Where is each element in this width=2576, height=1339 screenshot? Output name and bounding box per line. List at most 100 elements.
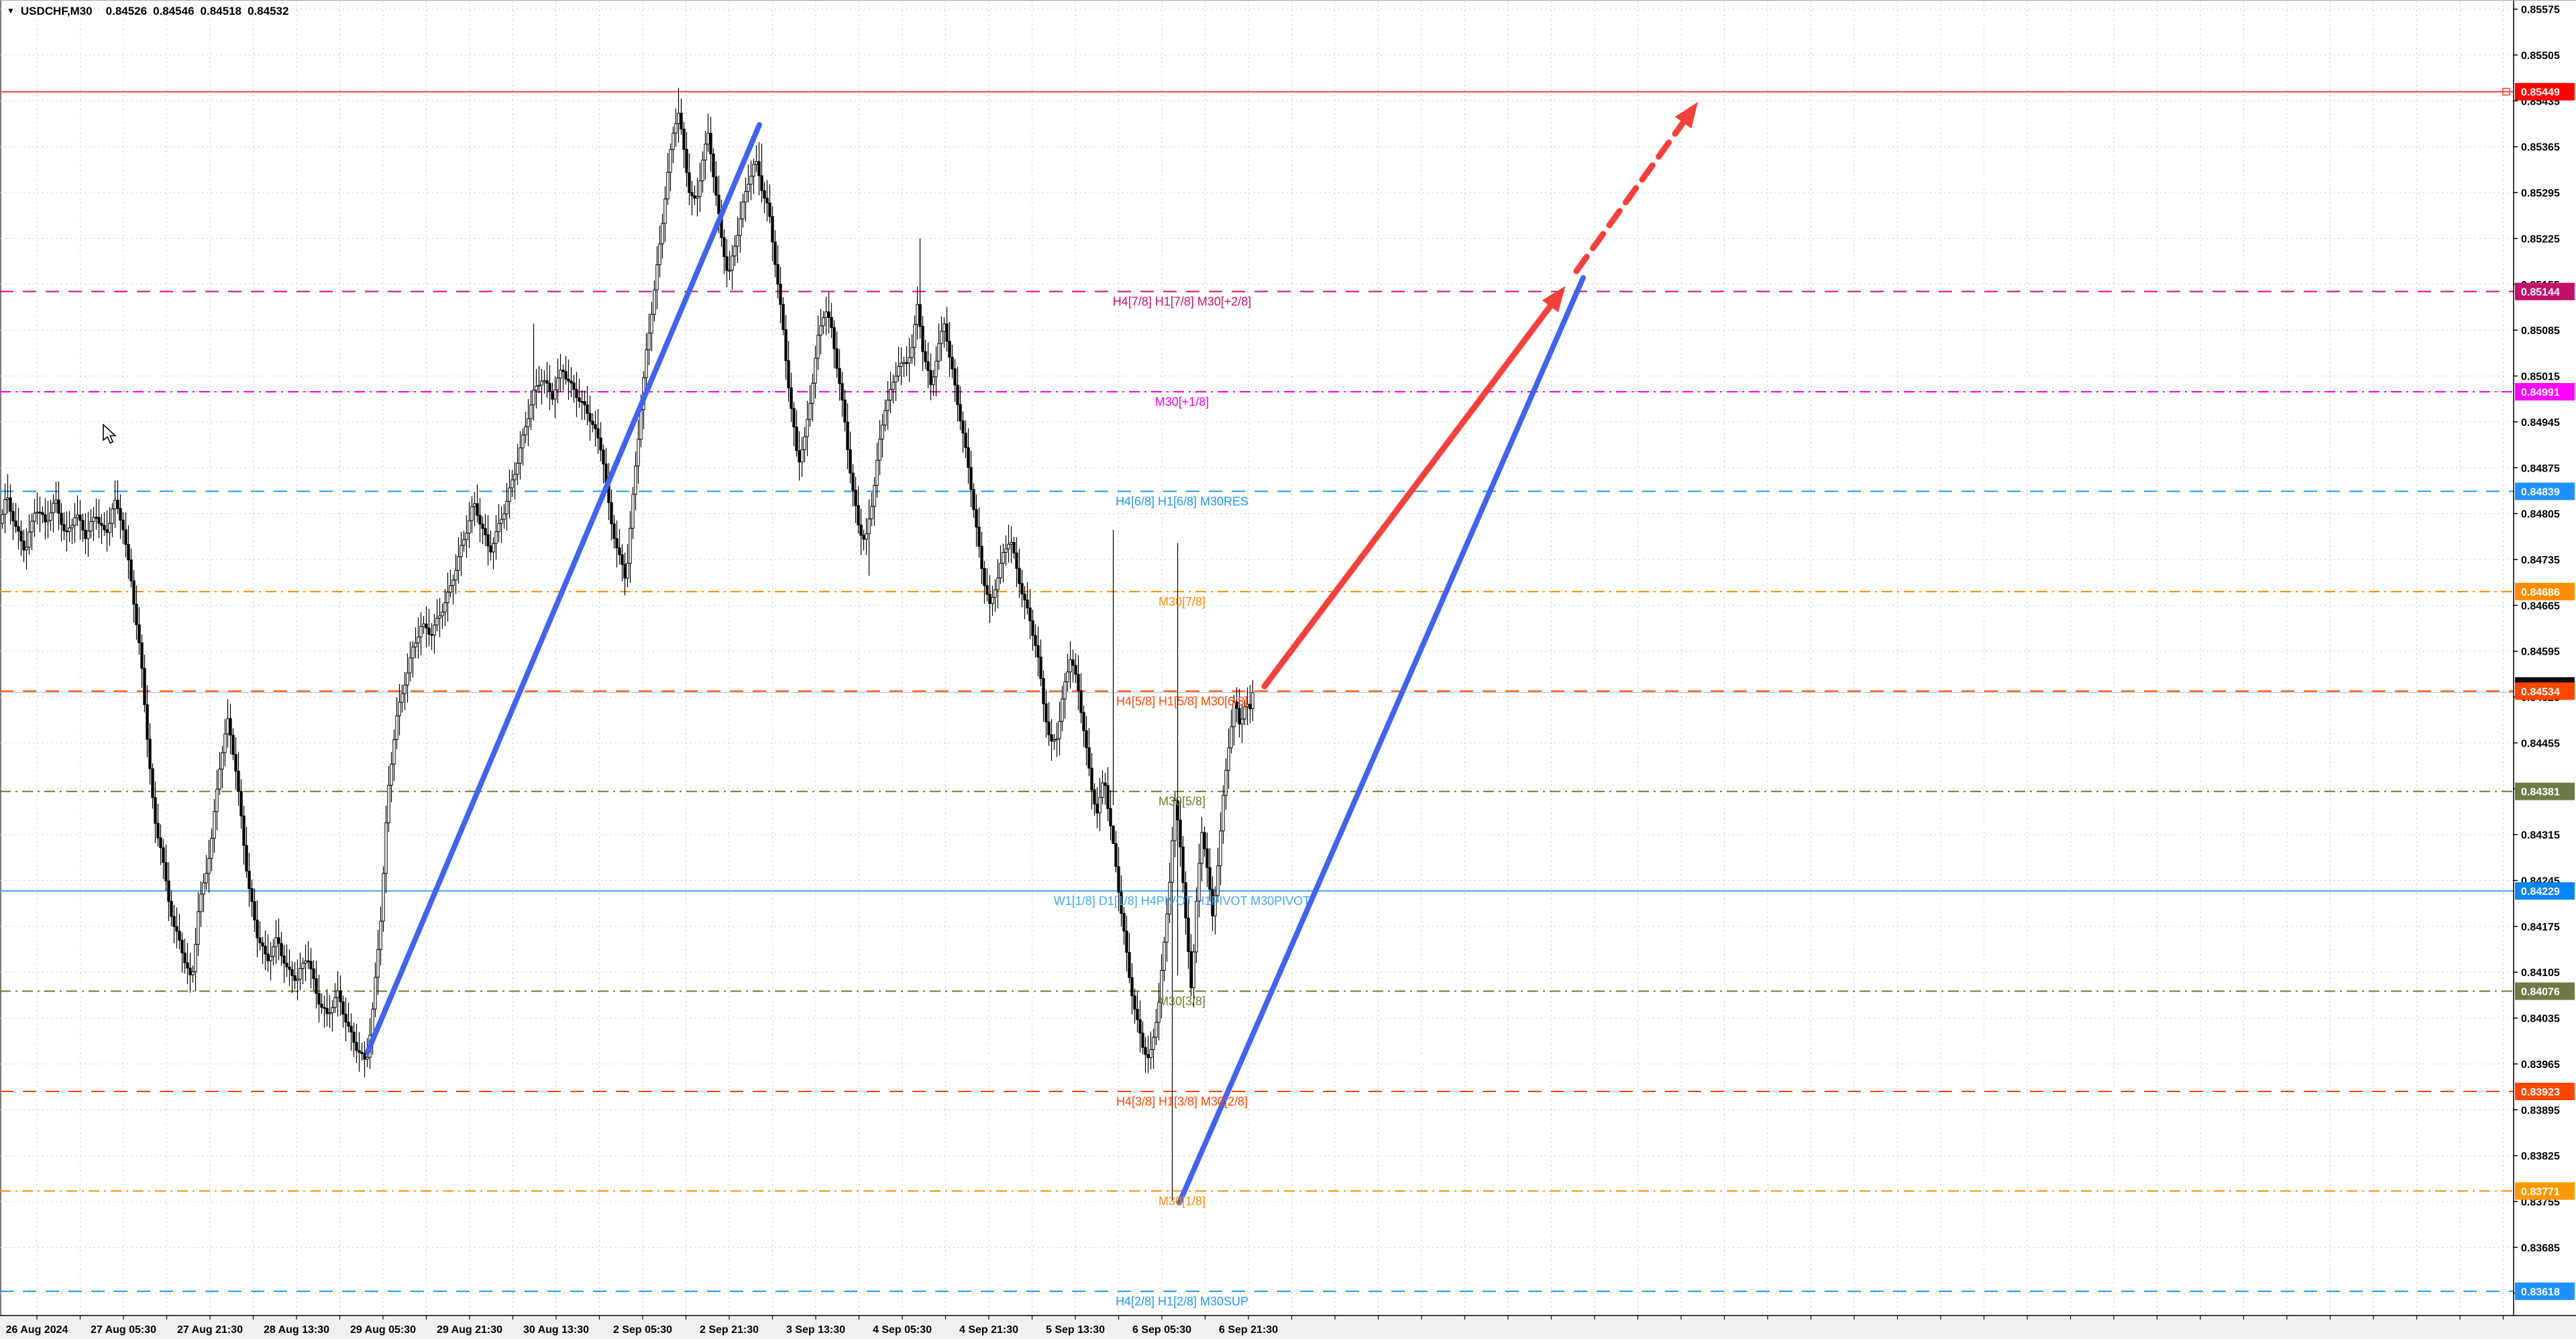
candle-body <box>867 518 871 535</box>
candle-body <box>95 517 98 519</box>
candle-body <box>1010 541 1013 545</box>
candle-body <box>103 525 106 531</box>
candle-body <box>138 624 141 643</box>
candle-body <box>500 519 503 524</box>
price-tick-label: 0.85295 <box>2521 188 2560 199</box>
candle-body <box>1179 819 1182 847</box>
candle-body <box>92 517 95 522</box>
candle-body <box>929 370 932 385</box>
candle-body <box>1114 843 1118 867</box>
level-badge <box>2515 1282 2575 1300</box>
candle-body <box>419 626 423 638</box>
murrey-level-lines[interactable] <box>0 87 2514 1292</box>
price-tick-label: 0.83965 <box>2521 1059 2560 1071</box>
candle-body <box>1184 882 1187 918</box>
candle-body <box>749 176 753 185</box>
time-axis[interactable]: 26 Aug 2024 27 Aug 05:30 27 Aug 21:30 28 Au… <box>0 1315 2576 1339</box>
candle-body <box>969 467 973 490</box>
candle-body <box>830 317 833 328</box>
candle-body <box>934 360 938 378</box>
candle-body <box>1235 701 1238 709</box>
candle-body <box>736 235 739 247</box>
candle-body <box>795 426 798 451</box>
candle-body <box>1018 568 1021 584</box>
candle-body <box>285 963 288 968</box>
projection-arrow-solid-arrowhead[interactable] <box>1542 286 1566 313</box>
candle-body <box>339 990 342 1002</box>
projection-arrow-solid[interactable] <box>1261 297 1558 690</box>
candle-body <box>744 191 747 203</box>
candle-body <box>307 960 310 963</box>
candle-body <box>1141 1032 1144 1048</box>
line-handle-icon[interactable] <box>2502 87 2510 96</box>
ohlc-low-value: 0.84518 <box>200 5 241 17</box>
candle-body <box>1130 977 1134 996</box>
bullish-trendline-2[interactable] <box>1177 275 1586 1206</box>
candle-body <box>253 901 256 920</box>
candle-body <box>532 390 535 406</box>
candle-body <box>481 523 484 529</box>
candle-body <box>502 513 506 520</box>
candle-body <box>886 399 890 411</box>
candle-body <box>347 1022 350 1027</box>
candle-body <box>449 585 452 593</box>
level-label: M30[3/8] <box>1159 995 1205 1008</box>
candle-body <box>583 401 586 406</box>
candle-body <box>470 506 474 521</box>
candle-body <box>1020 583 1024 595</box>
bullish-trendline-1[interactable] <box>365 122 762 1055</box>
candle-body <box>1034 635 1037 646</box>
candle-body <box>717 195 720 215</box>
candle-body <box>926 361 930 371</box>
candle-body <box>350 1026 353 1033</box>
candle-body <box>647 333 651 350</box>
symbol-dropdown-icon[interactable]: ▼ <box>7 6 15 15</box>
candle-body <box>207 858 211 874</box>
candle-body <box>494 531 498 544</box>
candle-body <box>427 627 431 635</box>
price-axis[interactable]: 0.855750.855050.854350.853650.852950.852… <box>2513 1 2575 1316</box>
candle-body <box>261 942 264 947</box>
candle-body <box>143 667 146 705</box>
projection-arrow-dashed-arrowhead[interactable] <box>1674 101 1699 129</box>
projection-arrow-dashed[interactable] <box>1573 113 1691 274</box>
candle-body <box>89 521 93 532</box>
candle-body <box>248 871 251 890</box>
candle-body <box>972 489 975 511</box>
price-tick-label: 0.84175 <box>2521 922 2560 933</box>
candle-body <box>1036 645 1040 658</box>
candle-body <box>25 547 28 551</box>
candle-body <box>580 400 584 403</box>
candle-body <box>674 123 678 133</box>
price-tick-label: 0.84875 <box>2521 463 2560 474</box>
candle-body <box>1176 800 1179 820</box>
candle-body <box>341 1001 345 1015</box>
candle-body <box>596 428 600 439</box>
candle-body <box>706 133 710 145</box>
candle-body <box>215 788 219 812</box>
price-tick-label: 0.84945 <box>2521 417 2560 429</box>
candle-body <box>226 718 229 735</box>
price-tick-label: 0.84315 <box>2521 830 2560 841</box>
candle-body <box>655 264 659 290</box>
candle-body <box>1219 831 1222 867</box>
candle-body <box>983 568 986 586</box>
candle-body <box>967 447 970 468</box>
candle-body <box>806 419 809 437</box>
candle-body <box>1128 952 1131 978</box>
candle-body <box>1144 1047 1147 1055</box>
level-badge <box>2515 582 2575 600</box>
candle-body <box>154 797 157 824</box>
candle-body <box>722 237 726 258</box>
candle-body <box>1058 720 1061 739</box>
candle-body <box>73 517 76 526</box>
trend-objects[interactable] <box>365 101 1699 1206</box>
candle-body <box>1047 721 1051 735</box>
candle-body <box>1061 698 1064 722</box>
time-tick-label: 5 Sep 13:30 <box>1046 1324 1105 1336</box>
candle-body <box>111 508 114 524</box>
candle-body <box>119 508 122 521</box>
time-axis-strip[interactable] <box>0 1316 2576 1339</box>
